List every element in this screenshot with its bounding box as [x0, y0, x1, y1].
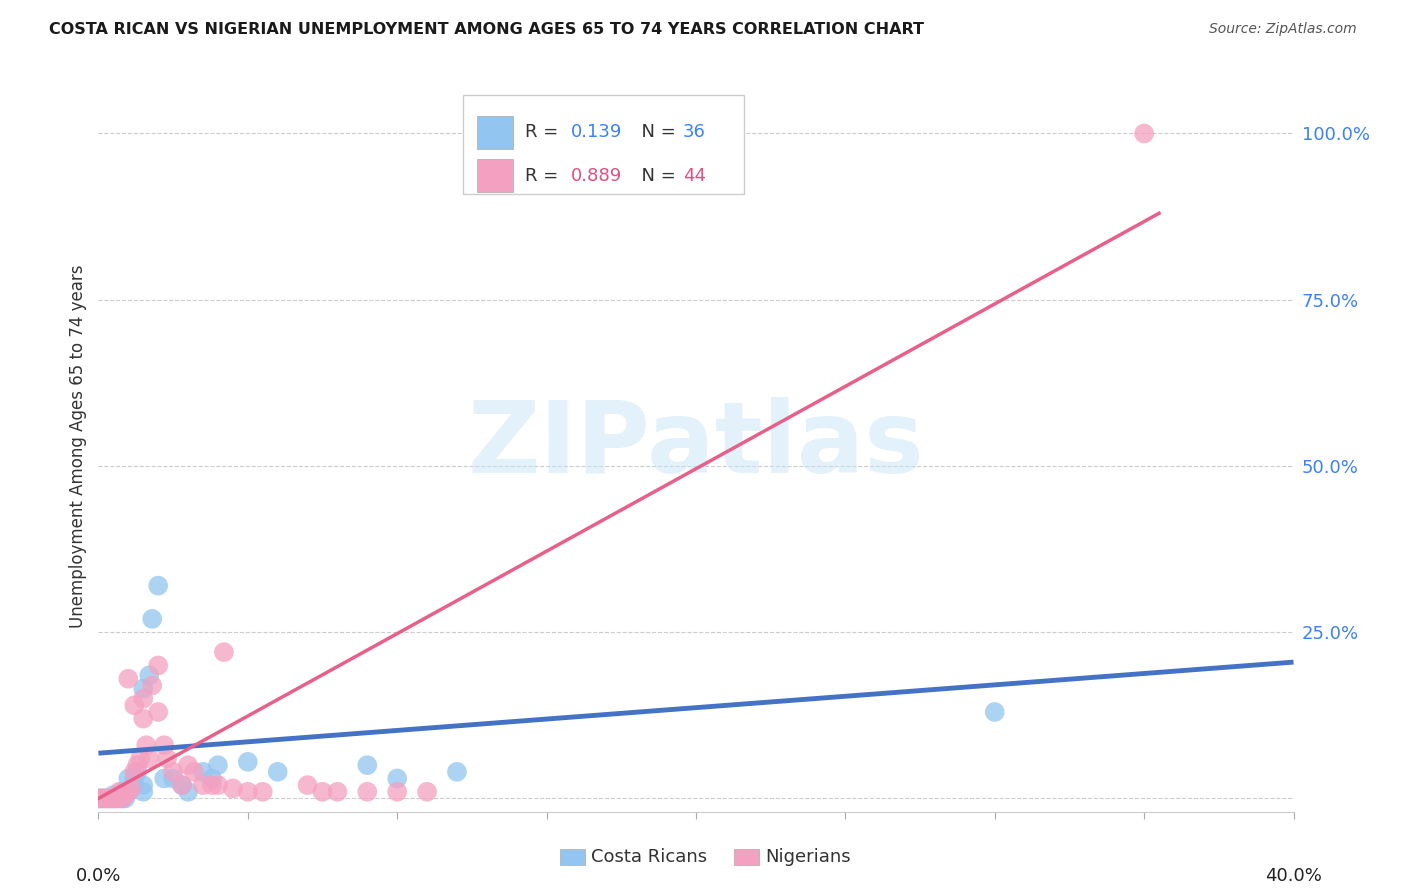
Point: [162, 764, 184, 779]
Text: N =: N =: [630, 167, 682, 185]
Point: [207, 758, 229, 772]
Text: R =: R =: [524, 123, 564, 142]
Point: [267, 764, 290, 779]
Point: [103, 791, 125, 805]
Point: [96, 791, 118, 805]
Point: [297, 778, 319, 792]
Point: [120, 781, 142, 796]
Point: [153, 772, 176, 786]
FancyBboxPatch shape: [477, 116, 513, 149]
Point: [103, 788, 125, 802]
Text: N =: N =: [630, 123, 682, 142]
Point: [177, 785, 200, 799]
Point: [132, 681, 155, 696]
Point: [98, 791, 122, 805]
Point: [114, 791, 136, 805]
Point: [117, 785, 139, 799]
Point: [311, 785, 333, 799]
Point: [90, 791, 112, 805]
Text: 36: 36: [683, 123, 706, 142]
Point: [108, 791, 131, 805]
Point: [141, 678, 163, 692]
Point: [141, 612, 163, 626]
Point: [183, 764, 205, 779]
Point: [172, 778, 194, 792]
Point: [191, 764, 214, 779]
Point: [129, 751, 152, 765]
Point: [93, 791, 115, 805]
Text: Source: ZipAtlas.com: Source: ZipAtlas.com: [1209, 22, 1357, 37]
Point: [212, 645, 235, 659]
Point: [124, 772, 146, 786]
Point: [416, 785, 439, 799]
Point: [207, 778, 229, 792]
Point: [114, 788, 136, 802]
Text: COSTA RICAN VS NIGERIAN UNEMPLOYMENT AMONG AGES 65 TO 74 YEARS CORRELATION CHART: COSTA RICAN VS NIGERIAN UNEMPLOYMENT AMO…: [49, 22, 924, 37]
Point: [90, 791, 112, 805]
Point: [108, 785, 131, 799]
Point: [148, 658, 170, 673]
Point: [111, 791, 134, 805]
Point: [148, 705, 170, 719]
Point: [191, 778, 214, 792]
Point: [93, 791, 115, 805]
Point: [127, 758, 149, 772]
Text: R =: R =: [524, 167, 564, 185]
Point: [124, 764, 146, 779]
Text: 0.139: 0.139: [571, 123, 621, 142]
Point: [252, 785, 274, 799]
Point: [132, 691, 155, 706]
Point: [326, 785, 349, 799]
Y-axis label: Unemployment Among Ages 65 to 74 years: Unemployment Among Ages 65 to 74 years: [69, 264, 87, 628]
Point: [132, 712, 155, 726]
Point: [117, 785, 139, 799]
Point: [96, 791, 118, 805]
Point: [201, 778, 224, 792]
Text: Nigerians: Nigerians: [765, 848, 851, 866]
Point: [87, 791, 110, 805]
Point: [132, 785, 155, 799]
Point: [105, 791, 128, 805]
Point: [162, 772, 184, 786]
Point: [135, 738, 157, 752]
Point: [124, 698, 146, 713]
Point: [117, 672, 139, 686]
Point: [111, 785, 134, 799]
Point: [156, 751, 179, 765]
Text: 40.0%: 40.0%: [1265, 867, 1322, 885]
Text: Costa Ricans: Costa Ricans: [591, 848, 707, 866]
Point: [132, 778, 155, 792]
Point: [148, 579, 170, 593]
Point: [177, 758, 200, 772]
Point: [222, 781, 245, 796]
Point: [111, 791, 134, 805]
Point: [385, 772, 409, 786]
Point: [172, 778, 194, 792]
Point: [356, 785, 378, 799]
Point: [201, 772, 224, 786]
Point: [1133, 127, 1156, 141]
Point: [124, 778, 146, 792]
Text: 0.0%: 0.0%: [76, 867, 121, 885]
FancyBboxPatch shape: [477, 160, 513, 193]
Text: 44: 44: [683, 167, 706, 185]
Text: ZIPatlas: ZIPatlas: [468, 398, 924, 494]
Point: [356, 758, 378, 772]
Point: [103, 791, 125, 805]
Point: [127, 764, 149, 779]
Point: [984, 705, 1007, 719]
FancyBboxPatch shape: [463, 95, 744, 194]
Point: [153, 738, 176, 752]
Text: 0.889: 0.889: [571, 167, 621, 185]
Point: [138, 751, 160, 765]
Point: [138, 668, 160, 682]
Point: [446, 764, 468, 779]
Point: [87, 791, 110, 805]
Point: [105, 791, 128, 805]
Point: [236, 785, 259, 799]
Point: [117, 772, 139, 786]
Point: [98, 791, 122, 805]
Point: [236, 755, 259, 769]
Point: [385, 785, 409, 799]
